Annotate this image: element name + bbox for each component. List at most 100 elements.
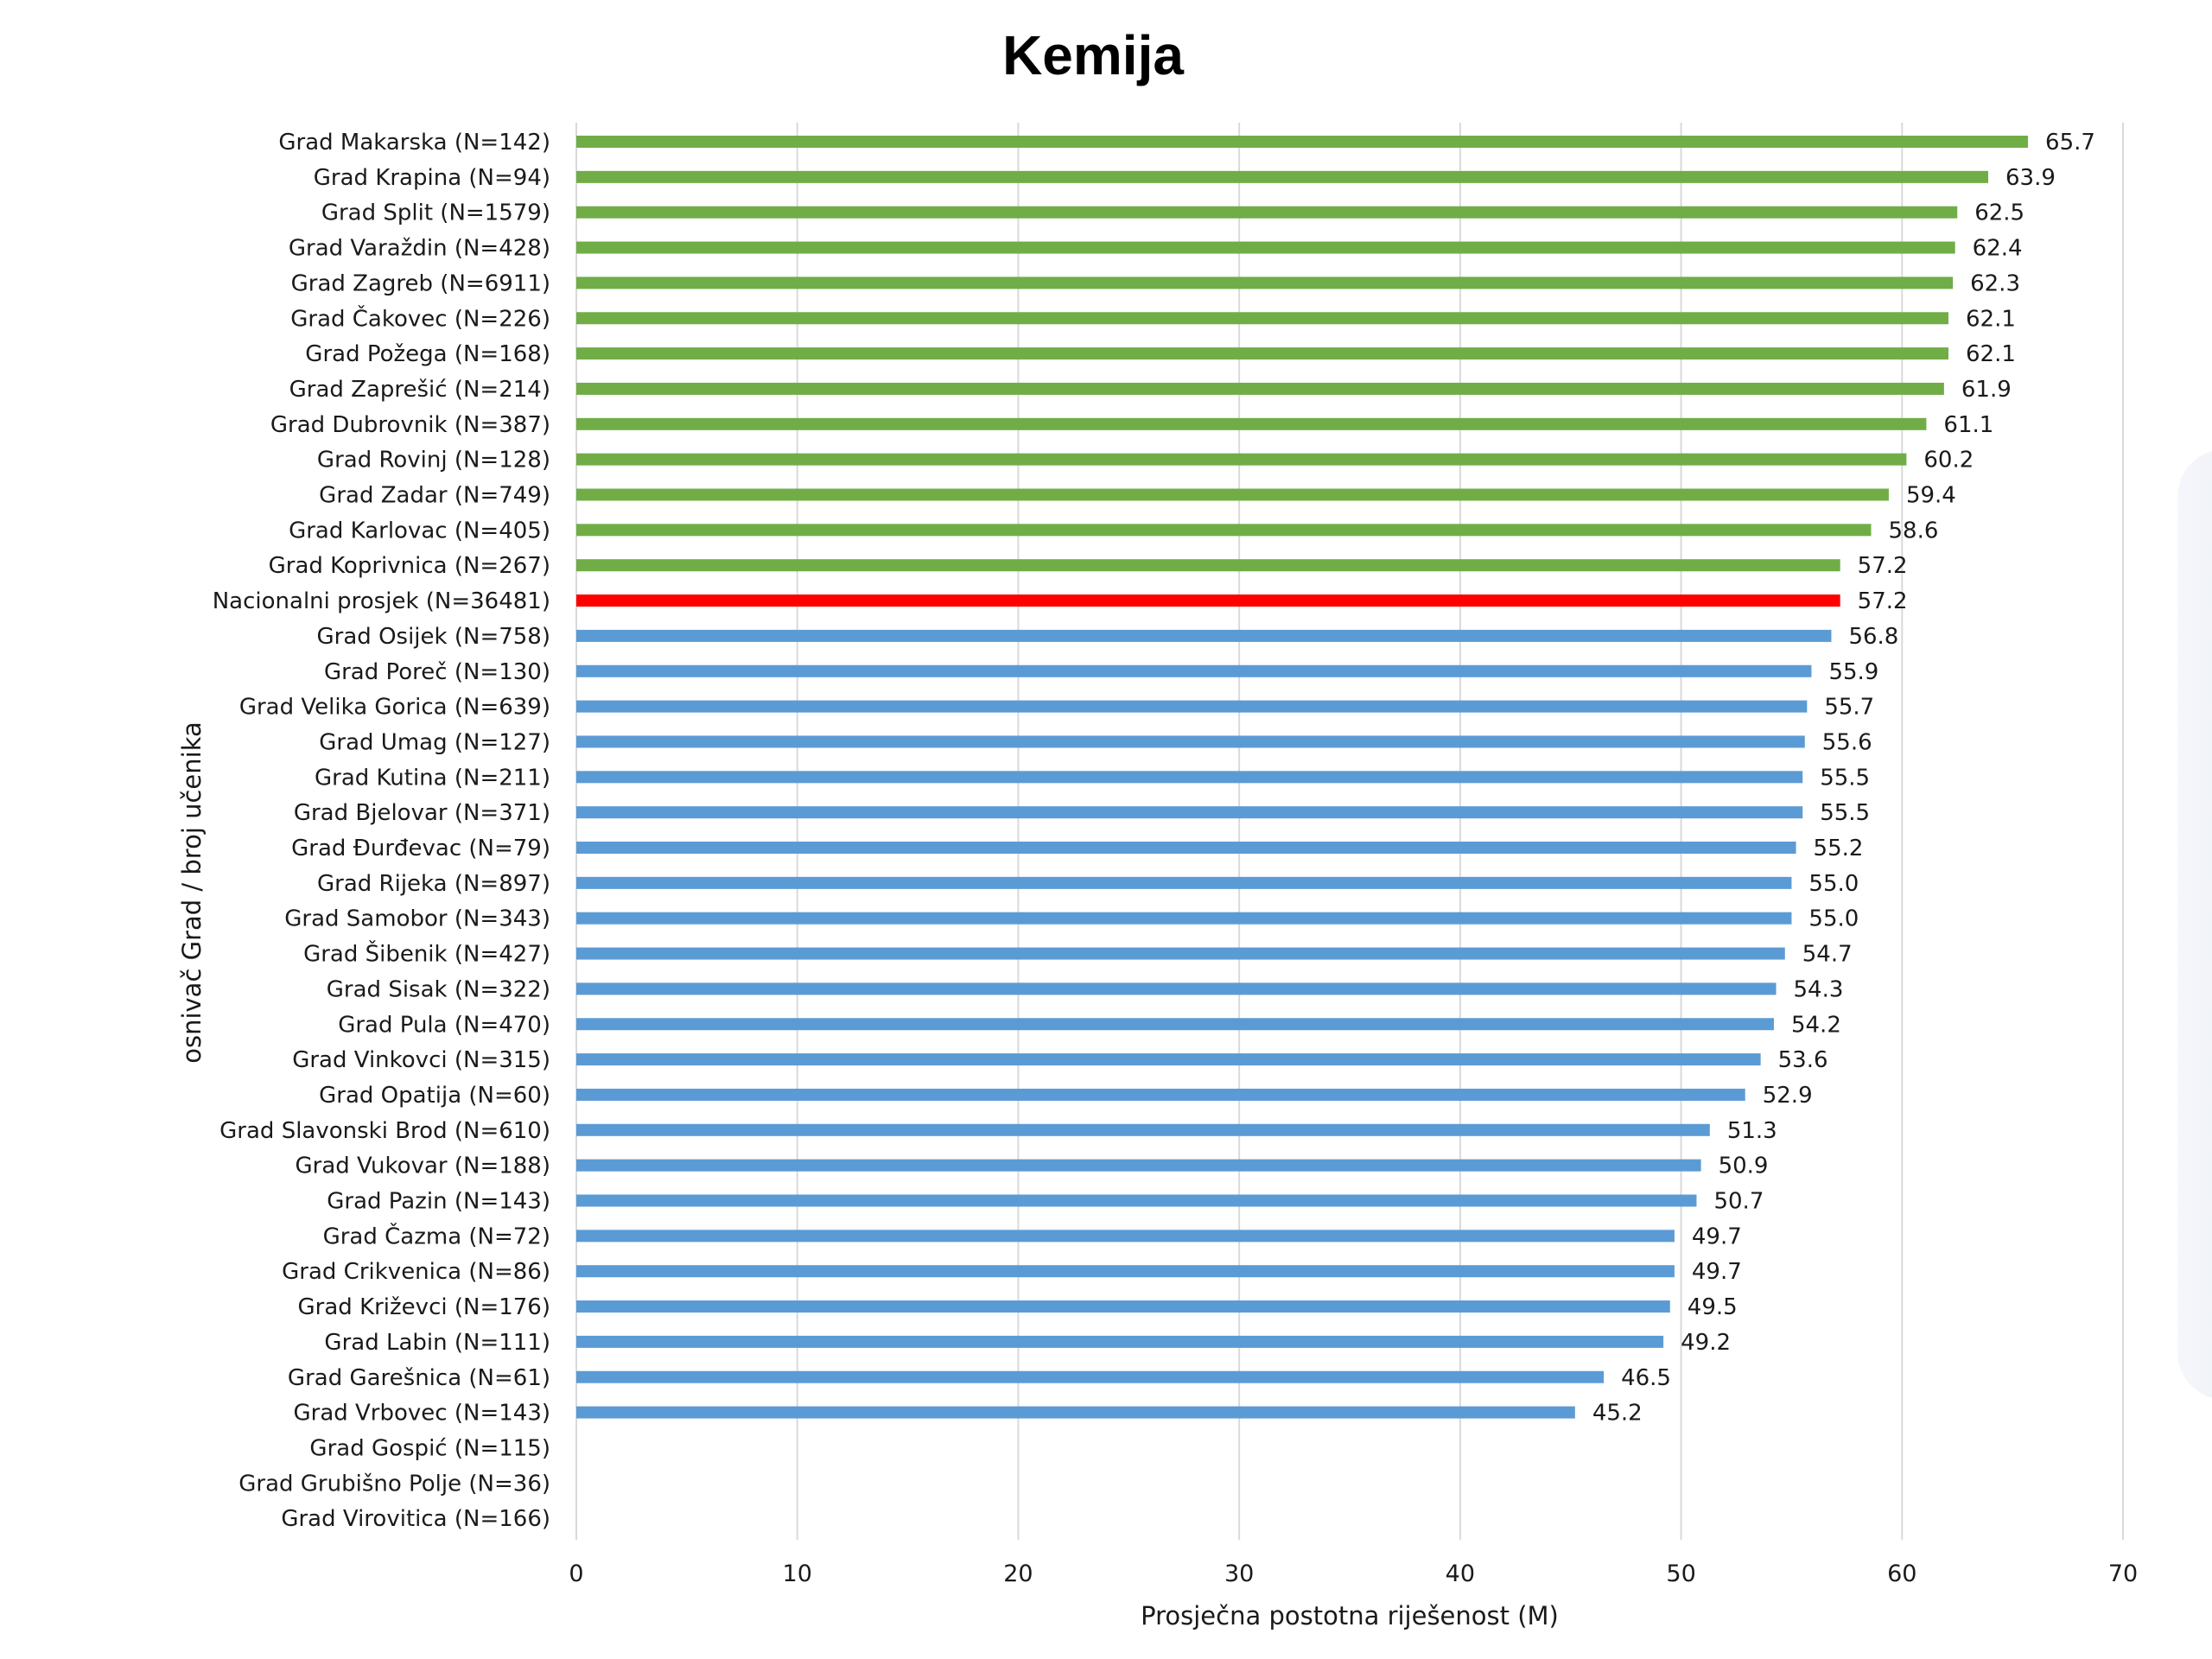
category-label: Grad Umag (N=127) xyxy=(319,729,550,755)
bar xyxy=(576,1123,1710,1136)
category-label: Grad Zagreb (N=6911) xyxy=(291,270,550,296)
bar xyxy=(576,347,1948,360)
bar xyxy=(576,417,1927,430)
bar xyxy=(576,382,1944,395)
category-label: Grad Labin (N=111) xyxy=(324,1330,550,1356)
x-tick-label: 0 xyxy=(569,1560,583,1587)
bar xyxy=(576,1194,1697,1207)
bar xyxy=(576,559,1840,572)
value-label: 54.7 xyxy=(1802,942,1853,968)
value-label: 65.7 xyxy=(2045,130,2095,156)
bar xyxy=(576,664,1812,677)
x-axis-label: Prosječna postotna riješenost (M) xyxy=(1141,1601,1559,1630)
category-labels: Grad Makarska (N=142) Grad Krapina (N=94)… xyxy=(213,130,550,1532)
bar xyxy=(576,1335,1664,1348)
category-label: Grad Bjelovar (N=371) xyxy=(294,800,550,826)
x-tick-label: 40 xyxy=(1446,1560,1475,1587)
value-label: 62.5 xyxy=(1974,200,2024,226)
x-tick-label: 60 xyxy=(1887,1560,1916,1587)
value-label: 55.2 xyxy=(1814,836,1864,861)
gridlines xyxy=(575,123,2124,1540)
value-label: 55.9 xyxy=(1828,659,1878,685)
category-label: Grad Slavonski Brod (N=610) xyxy=(219,1118,550,1144)
bar xyxy=(576,206,1958,219)
value-label: 55.7 xyxy=(1824,695,1874,721)
value-label: 62.1 xyxy=(1966,306,2016,332)
value-label: 49.7 xyxy=(1692,1224,1742,1249)
value-label: 62.4 xyxy=(1973,236,2023,262)
category-label: Grad Krapina (N=94) xyxy=(314,165,550,191)
category-label: Grad Zaprešić (N=214) xyxy=(289,377,550,403)
category-label: Grad Đurđevac (N=79) xyxy=(291,836,550,861)
bar xyxy=(576,453,1907,466)
value-label: 46.5 xyxy=(1621,1365,1671,1391)
bar-national-average xyxy=(576,594,1840,607)
chart-title: Kemija xyxy=(1002,24,1184,86)
bar xyxy=(576,276,1954,289)
category-label: Grad Karlovac (N=405) xyxy=(289,518,550,543)
category-label: Grad Crikvenica (N=86) xyxy=(282,1259,550,1285)
value-label: 50.9 xyxy=(1719,1154,1769,1179)
value-label: 49.7 xyxy=(1692,1259,1742,1285)
value-label: 53.6 xyxy=(1778,1047,1828,1073)
value-label: 55.6 xyxy=(1822,729,1872,755)
value-labels: 65.7 63.9 62.5 62.4 62.3 62.1 62.1 61.9 61.1 60.2… xyxy=(1592,130,2095,1427)
bar xyxy=(576,771,1803,784)
value-label: 54.3 xyxy=(1794,976,1844,1002)
x-tick-label: 30 xyxy=(1224,1560,1254,1587)
bar xyxy=(576,912,1792,925)
category-label: Grad Vukovar (N=188) xyxy=(296,1154,551,1179)
decorative-shape xyxy=(2177,449,2212,1400)
bar xyxy=(576,241,1955,254)
category-label: Grad Opatija (N=60) xyxy=(319,1083,550,1109)
category-label: Grad Varaždin (N=428) xyxy=(289,236,550,262)
category-label: Grad Zadar (N=749) xyxy=(319,483,550,509)
bar xyxy=(576,947,1785,960)
bar xyxy=(576,488,1889,501)
category-label: Grad Dubrovnik (N=387) xyxy=(270,412,550,438)
value-label: 61.9 xyxy=(1961,377,2012,403)
value-label: 58.6 xyxy=(1888,518,1938,543)
bar xyxy=(576,735,1805,748)
category-label: Grad Križevci (N=176) xyxy=(298,1294,550,1320)
bar xyxy=(576,1053,1761,1066)
value-label: 55.0 xyxy=(1808,906,1859,932)
category-label: Grad Vrbovec (N=143) xyxy=(293,1401,550,1427)
bar xyxy=(576,1265,1675,1278)
category-label: Grad Pazin (N=143) xyxy=(327,1189,550,1215)
bar xyxy=(576,1159,1701,1172)
bar xyxy=(576,524,1872,537)
category-label: Grad Virovitica (N=166) xyxy=(281,1506,550,1532)
value-label: 63.9 xyxy=(2005,165,2056,191)
value-label: 55.5 xyxy=(1820,800,1870,826)
category-label: Grad Šibenik (N=427) xyxy=(303,940,550,968)
category-label: Grad Split (N=1579) xyxy=(321,200,550,226)
bar xyxy=(576,170,1989,183)
value-label: 56.8 xyxy=(1848,624,1898,650)
category-label: Grad Sisak (N=322) xyxy=(327,976,550,1002)
value-label: 62.1 xyxy=(1966,341,2016,367)
bar xyxy=(576,1088,1745,1101)
bar xyxy=(576,842,1796,854)
value-label: 49.5 xyxy=(1688,1294,1738,1320)
bar xyxy=(576,1230,1675,1243)
category-label: Grad Osijek (N=758) xyxy=(317,624,550,650)
value-label: 52.9 xyxy=(1763,1083,1813,1109)
category-label: Grad Garešnica (N=61) xyxy=(288,1365,550,1391)
value-label: 57.2 xyxy=(1858,588,1908,614)
x-tick-label: 70 xyxy=(2108,1560,2138,1587)
category-label: Grad Kutina (N=211) xyxy=(315,765,550,791)
bar xyxy=(576,806,1803,819)
bars xyxy=(576,136,2029,1419)
category-label: Grad Grubišno Polje (N=36) xyxy=(238,1471,550,1497)
value-label: 62.3 xyxy=(1970,270,2020,296)
value-label: 51.3 xyxy=(1727,1118,1777,1144)
category-label: Grad Makarska (N=142) xyxy=(278,130,550,156)
y-axis-label: osnivač Grad / broj učenika xyxy=(177,721,207,1064)
bar xyxy=(576,1018,1774,1031)
category-label: Grad Rovinj (N=128) xyxy=(317,448,550,474)
value-label: 60.2 xyxy=(1923,448,1974,474)
x-tick-label: 50 xyxy=(1666,1560,1695,1587)
value-label: 55.5 xyxy=(1820,765,1870,791)
